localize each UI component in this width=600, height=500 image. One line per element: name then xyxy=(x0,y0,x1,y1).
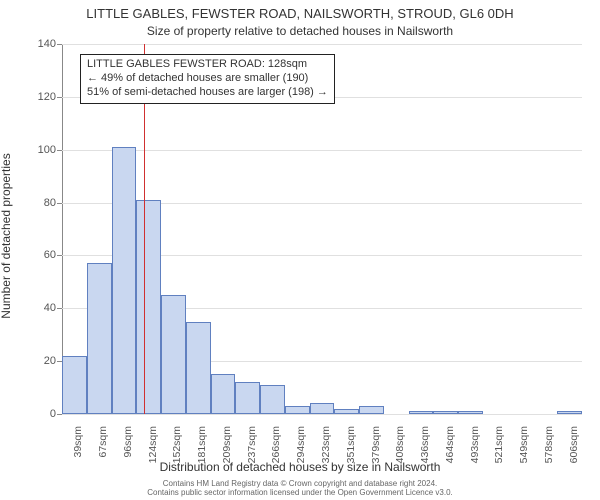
y-tick-label: 100 xyxy=(18,144,56,156)
chart-title: LITTLE GABLES, FEWSTER ROAD, NAILSWORTH,… xyxy=(0,6,600,21)
y-tick-mark xyxy=(57,414,62,415)
y-tick-label: 80 xyxy=(18,197,56,209)
histogram-bar xyxy=(87,263,112,414)
histogram-bar xyxy=(433,411,458,414)
histogram-bar xyxy=(359,406,384,414)
histogram-bar xyxy=(211,374,236,414)
y-tick-label: 20 xyxy=(18,355,56,367)
x-tick-label: 379sqm xyxy=(370,426,382,463)
x-tick-label: 237sqm xyxy=(246,426,258,463)
y-tick-mark xyxy=(57,97,62,98)
footer-line-1: Contains HM Land Registry data © Crown c… xyxy=(163,479,438,488)
x-tick-label: 181sqm xyxy=(196,426,208,463)
y-axis-title: Number of detached properties xyxy=(0,153,13,318)
histogram-bar xyxy=(334,409,359,414)
histogram-bar xyxy=(186,322,211,415)
x-tick-label: 323sqm xyxy=(320,426,332,463)
x-tick-label: 152sqm xyxy=(171,426,183,463)
histogram-bar xyxy=(310,403,335,414)
y-tick-mark xyxy=(57,203,62,204)
y-tick-mark xyxy=(57,308,62,309)
x-tick-label: 124sqm xyxy=(147,426,159,463)
histogram-bar xyxy=(285,406,310,414)
annotation-box: LITTLE GABLES FEWSTER ROAD: 128sqm ← 49%… xyxy=(80,54,335,104)
x-tick-label: 408sqm xyxy=(394,426,406,463)
y-tick-label: 0 xyxy=(18,408,56,420)
grid-line xyxy=(62,44,582,45)
histogram-bar xyxy=(161,295,186,414)
x-tick-label: 578sqm xyxy=(543,426,555,463)
y-tick-label: 40 xyxy=(18,302,56,314)
x-tick-label: 493sqm xyxy=(469,426,481,463)
x-tick-label: 96sqm xyxy=(122,426,134,458)
grid-line xyxy=(62,150,582,151)
histogram-bar xyxy=(62,356,87,414)
histogram-bar xyxy=(557,411,582,414)
y-tick-mark xyxy=(57,255,62,256)
x-tick-label: 266sqm xyxy=(270,426,282,463)
x-tick-label: 39sqm xyxy=(72,426,84,458)
chart-subtitle: Size of property relative to detached ho… xyxy=(0,24,600,38)
x-tick-label: 351sqm xyxy=(345,426,357,463)
annotation-line-3: 51% of semi-detached houses are larger (… xyxy=(87,86,328,100)
histogram-bar xyxy=(136,200,161,414)
y-tick-label: 140 xyxy=(18,38,56,50)
y-tick-mark xyxy=(57,150,62,151)
x-tick-label: 436sqm xyxy=(419,426,431,463)
x-tick-label: 521sqm xyxy=(493,426,505,463)
x-tick-label: 67sqm xyxy=(97,426,109,458)
annotation-line-1: LITTLE GABLES FEWSTER ROAD: 128sqm xyxy=(87,58,328,72)
histogram-bar xyxy=(235,382,260,414)
x-tick-label: 549sqm xyxy=(518,426,530,463)
grid-line xyxy=(62,414,582,415)
footer-line-2: Contains public sector information licen… xyxy=(147,488,453,497)
histogram-bar xyxy=(409,411,434,414)
y-tick-mark xyxy=(57,44,62,45)
y-tick-label: 60 xyxy=(18,249,56,261)
x-tick-label: 464sqm xyxy=(444,426,456,463)
annotation-line-2: ← 49% of detached houses are smaller (19… xyxy=(87,72,328,86)
x-tick-label: 294sqm xyxy=(295,426,307,463)
histogram-bar xyxy=(112,147,137,414)
histogram-bar xyxy=(458,411,483,414)
footer-text: Contains HM Land Registry data © Crown c… xyxy=(0,480,600,498)
chart-container: LITTLE GABLES, FEWSTER ROAD, NAILSWORTH,… xyxy=(0,0,600,500)
y-tick-label: 120 xyxy=(18,91,56,103)
histogram-bar xyxy=(260,385,285,414)
y-tick-mark xyxy=(57,361,62,362)
x-tick-label: 209sqm xyxy=(221,426,233,463)
x-tick-label: 606sqm xyxy=(568,426,580,463)
